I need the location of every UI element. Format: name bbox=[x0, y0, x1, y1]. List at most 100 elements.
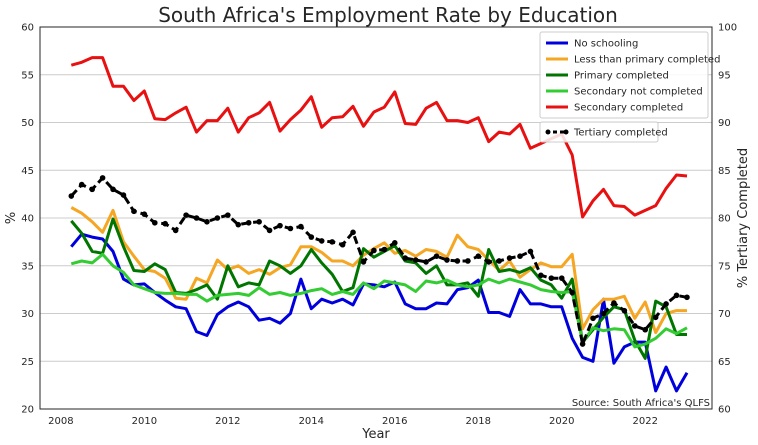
tertiary-point bbox=[99, 175, 106, 181]
tertiary-point bbox=[590, 315, 596, 322]
tertiary-point bbox=[465, 258, 471, 264]
plot-frame bbox=[39, 26, 713, 410]
legend-box-right bbox=[539, 121, 659, 143]
tertiary-point bbox=[652, 314, 659, 321]
y-right-tick-labels: 60 65 70 75 80 85 90 95 100 bbox=[718, 23, 737, 416]
legend-marker bbox=[563, 129, 569, 135]
y-right-tick-label: 90 bbox=[718, 118, 731, 129]
tertiary-point bbox=[329, 239, 335, 245]
tertiary-point bbox=[162, 220, 169, 227]
x-tick-label: 2012 bbox=[215, 416, 240, 427]
tertiary-point bbox=[214, 215, 221, 221]
tertiary-point bbox=[444, 257, 450, 263]
tertiary-point bbox=[318, 238, 325, 244]
y-right-tick-label: 85 bbox=[718, 166, 731, 177]
tertiary-point bbox=[538, 272, 544, 279]
tertiary-point bbox=[120, 192, 127, 198]
tertiary-point bbox=[433, 253, 440, 259]
tertiary-point bbox=[298, 223, 304, 230]
series-group bbox=[68, 56, 690, 393]
tertiary-point bbox=[235, 221, 242, 228]
tertiary-point bbox=[339, 241, 346, 248]
x-tick-label: 2022 bbox=[632, 416, 657, 427]
y-axis-label: % bbox=[4, 212, 19, 224]
legend-label: No schooling bbox=[574, 39, 638, 50]
tertiary-point bbox=[402, 255, 409, 261]
tertiary-point bbox=[172, 227, 179, 234]
tertiary-point bbox=[548, 275, 555, 281]
tertiary-point bbox=[475, 253, 482, 259]
y-tick-label: 50 bbox=[21, 118, 34, 129]
y-right-tick-label: 75 bbox=[718, 261, 731, 272]
y-right-tick-label: 80 bbox=[718, 214, 731, 225]
tertiary-point bbox=[371, 247, 377, 254]
legend-label: Secondary not completed bbox=[574, 87, 703, 98]
tertiary-point bbox=[673, 292, 680, 299]
series-line-secondary-completed bbox=[70, 56, 688, 219]
tertiary-point bbox=[684, 294, 690, 301]
tertiary-point bbox=[68, 193, 75, 199]
y-right-tick-label: 70 bbox=[718, 309, 731, 320]
tertiary-point bbox=[485, 259, 492, 265]
tertiary-point bbox=[621, 307, 628, 314]
y-tick-label: 55 bbox=[21, 70, 34, 81]
legend-box bbox=[539, 31, 709, 119]
legend-label: Secondary completed bbox=[574, 103, 683, 114]
legend-label: Primary completed bbox=[574, 71, 669, 82]
y-tick-labels: 20 25 30 35 40 45 50 55 60 bbox=[21, 23, 34, 416]
tertiary-point bbox=[423, 259, 429, 265]
legend-label: Tertiary completed bbox=[573, 128, 668, 139]
legend-label: Less than primary completed bbox=[574, 55, 720, 66]
y-tick-label: 60 bbox=[21, 23, 34, 34]
tertiary-point bbox=[287, 225, 294, 232]
tertiary-point bbox=[266, 227, 273, 234]
tertiary-point bbox=[642, 326, 649, 333]
tertiary-point bbox=[110, 186, 116, 193]
tertiary-point bbox=[225, 212, 231, 218]
tertiary-point bbox=[631, 323, 638, 329]
tertiary-point bbox=[78, 181, 85, 188]
y-tick-label: 20 bbox=[21, 405, 34, 416]
tertiary-point bbox=[569, 289, 575, 296]
legend: No schooling Less than primary completed P… bbox=[539, 31, 720, 143]
y-right-axis-label: % Tertiary Completed bbox=[736, 148, 751, 288]
tertiary-point bbox=[204, 219, 210, 225]
tertiary-point bbox=[496, 258, 502, 264]
tertiary-point bbox=[663, 301, 669, 307]
series-line-no-schooling bbox=[70, 232, 689, 393]
tertiary-point bbox=[193, 215, 200, 221]
x-tick-label: 2016 bbox=[382, 416, 407, 427]
tertiary-point bbox=[183, 212, 189, 218]
tertiary-point bbox=[308, 234, 315, 240]
tertiary-point bbox=[151, 219, 158, 226]
tertiary-point bbox=[256, 219, 262, 225]
x-tick-labels: 2008 2010 2012 2014 2016 2018 2020 2022 bbox=[48, 416, 658, 427]
tertiary-point bbox=[506, 255, 513, 261]
tertiary-point bbox=[391, 240, 398, 246]
x-tick-label: 2010 bbox=[132, 416, 157, 427]
tertiary-point bbox=[558, 275, 565, 281]
tertiary-point bbox=[277, 222, 283, 229]
tertiary-point bbox=[600, 310, 607, 317]
y-right-tick-label: 60 bbox=[718, 405, 731, 416]
x-tick-label: 2018 bbox=[466, 416, 491, 427]
tertiary-point bbox=[381, 246, 388, 253]
tertiary-point bbox=[141, 211, 148, 217]
tertiary-point bbox=[527, 248, 534, 255]
tertiary-point bbox=[245, 219, 252, 226]
tertiary-point bbox=[360, 259, 367, 265]
y-tick-label: 35 bbox=[21, 261, 34, 272]
chart-title: South Africa's Employment Rate by Educat… bbox=[158, 3, 618, 27]
y-tick-label: 25 bbox=[21, 357, 34, 368]
tertiary-point bbox=[454, 258, 461, 264]
source-note: Source: South Africa's QLFS bbox=[572, 398, 710, 409]
tertiary-point bbox=[517, 253, 523, 259]
tertiary-point bbox=[412, 257, 419, 263]
y-tick-label: 30 bbox=[21, 309, 34, 320]
y-tick-label: 45 bbox=[21, 166, 34, 177]
y-right-tick-label: 95 bbox=[718, 70, 731, 81]
y-right-tick-label: 100 bbox=[718, 23, 737, 34]
y-right-tick-label: 65 bbox=[718, 357, 731, 368]
x-tick-label: 2014 bbox=[299, 416, 324, 427]
legend-marker bbox=[545, 129, 551, 135]
